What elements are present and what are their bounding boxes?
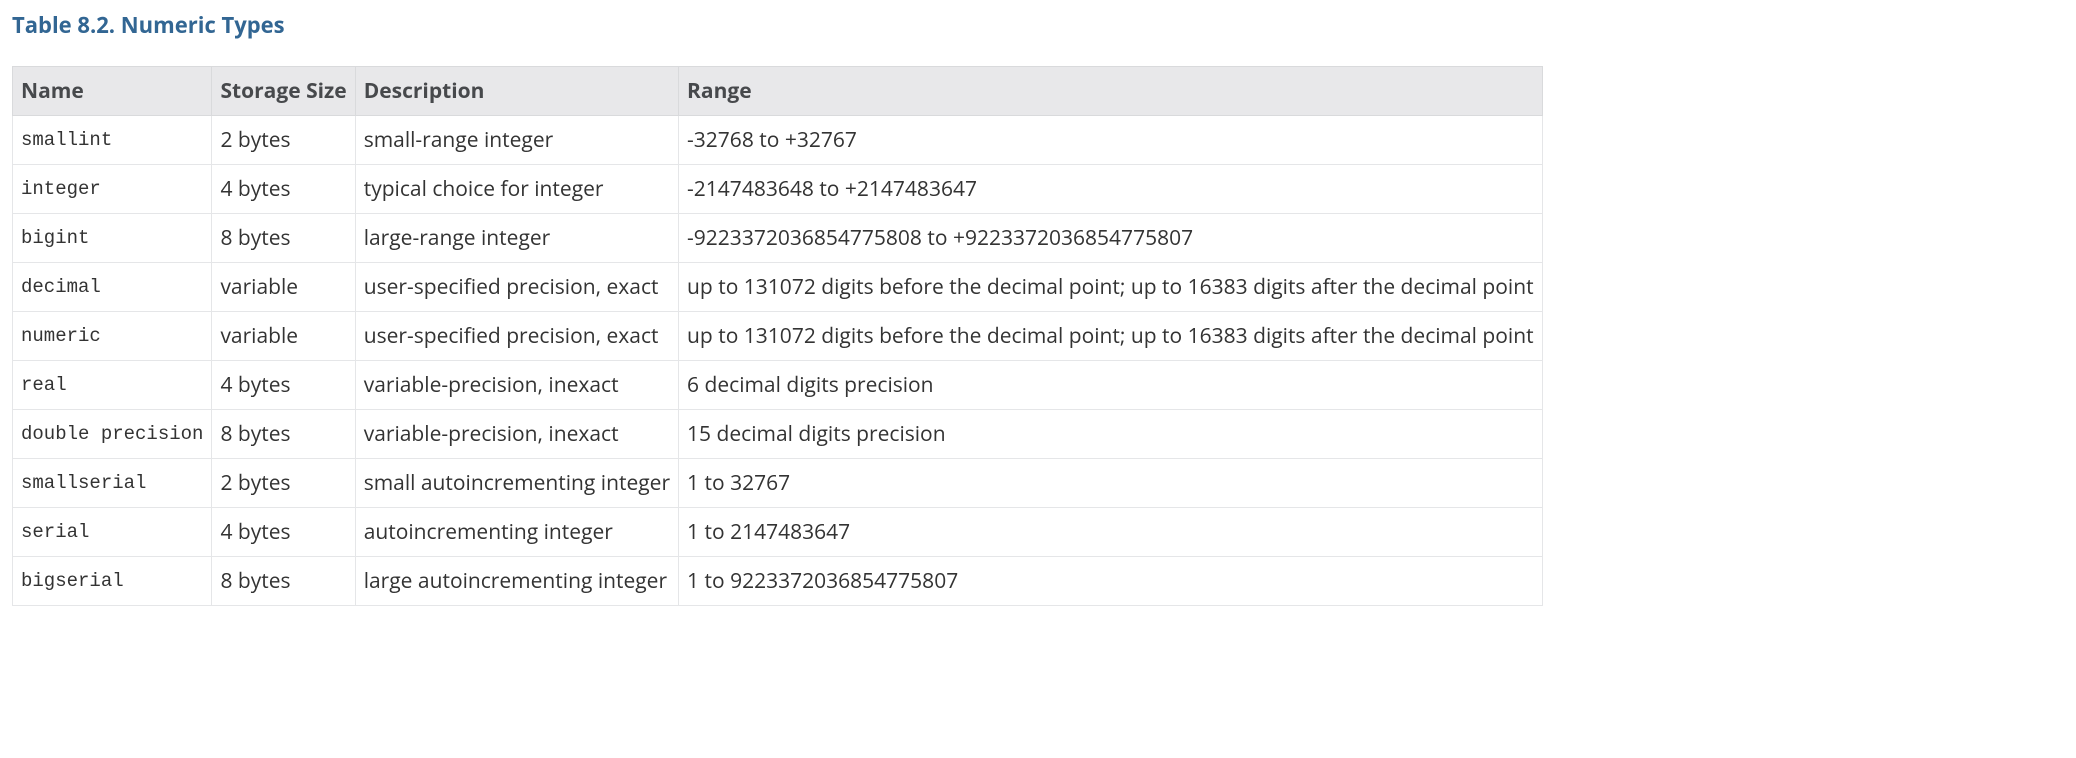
cell-name: real	[13, 361, 212, 410]
cell-storage: variable	[212, 312, 355, 361]
table-row: double precision 8 bytes variable-precis…	[13, 410, 1543, 459]
cell-range: up to 131072 digits before the decimal p…	[679, 312, 1543, 361]
table-row: smallint 2 bytes small-range integer -32…	[13, 116, 1543, 165]
cell-range: up to 131072 digits before the decimal p…	[679, 263, 1543, 312]
numeric-types-table: Name Storage Size Description Range smal…	[12, 66, 1543, 606]
table-row: bigint 8 bytes large-range integer -9223…	[13, 214, 1543, 263]
table-row: decimal variable user-specified precisio…	[13, 263, 1543, 312]
cell-storage: 4 bytes	[212, 508, 355, 557]
cell-range: 1 to 9223372036854775807	[679, 557, 1543, 606]
cell-description: variable-precision, inexact	[355, 361, 678, 410]
cell-storage: 4 bytes	[212, 361, 355, 410]
cell-description: large autoincrementing integer	[355, 557, 678, 606]
cell-storage: 8 bytes	[212, 557, 355, 606]
cell-description: large-range integer	[355, 214, 678, 263]
table-row: real 4 bytes variable-precision, inexact…	[13, 361, 1543, 410]
cell-name: numeric	[13, 312, 212, 361]
table-row: serial 4 bytes autoincrementing integer …	[13, 508, 1543, 557]
table-row: bigserial 8 bytes large autoincrementing…	[13, 557, 1543, 606]
col-header-storage: Storage Size	[212, 67, 355, 116]
col-header-name: Name	[13, 67, 212, 116]
cell-storage: 4 bytes	[212, 165, 355, 214]
cell-description: user-specified precision, exact	[355, 312, 678, 361]
cell-name: smallint	[13, 116, 212, 165]
cell-description: typical choice for integer	[355, 165, 678, 214]
cell-description: small-range integer	[355, 116, 678, 165]
cell-range: 15 decimal digits precision	[679, 410, 1543, 459]
cell-range: -2147483648 to +2147483647	[679, 165, 1543, 214]
col-header-range: Range	[679, 67, 1543, 116]
table-header-row: Name Storage Size Description Range	[13, 67, 1543, 116]
cell-range: 1 to 32767	[679, 459, 1543, 508]
table-row: smallserial 2 bytes small autoincrementi…	[13, 459, 1543, 508]
cell-description: variable-precision, inexact	[355, 410, 678, 459]
cell-name: bigserial	[13, 557, 212, 606]
cell-storage: 8 bytes	[212, 410, 355, 459]
col-header-description: Description	[355, 67, 678, 116]
cell-range: 6 decimal digits precision	[679, 361, 1543, 410]
cell-name: double precision	[13, 410, 212, 459]
cell-storage: variable	[212, 263, 355, 312]
cell-name: bigint	[13, 214, 212, 263]
cell-storage: 2 bytes	[212, 459, 355, 508]
cell-name: decimal	[13, 263, 212, 312]
cell-range: -9223372036854775808 to +922337203685477…	[679, 214, 1543, 263]
table-row: numeric variable user-specified precisio…	[13, 312, 1543, 361]
cell-name: smallserial	[13, 459, 212, 508]
cell-description: autoincrementing integer	[355, 508, 678, 557]
cell-name: integer	[13, 165, 212, 214]
cell-description: small autoincrementing integer	[355, 459, 678, 508]
cell-storage: 2 bytes	[212, 116, 355, 165]
cell-name: serial	[13, 508, 212, 557]
table-title: Table 8.2. Numeric Types	[12, 10, 2064, 40]
cell-description: user-specified precision, exact	[355, 263, 678, 312]
cell-storage: 8 bytes	[212, 214, 355, 263]
cell-range: -32768 to +32767	[679, 116, 1543, 165]
table-row: integer 4 bytes typical choice for integ…	[13, 165, 1543, 214]
cell-range: 1 to 2147483647	[679, 508, 1543, 557]
